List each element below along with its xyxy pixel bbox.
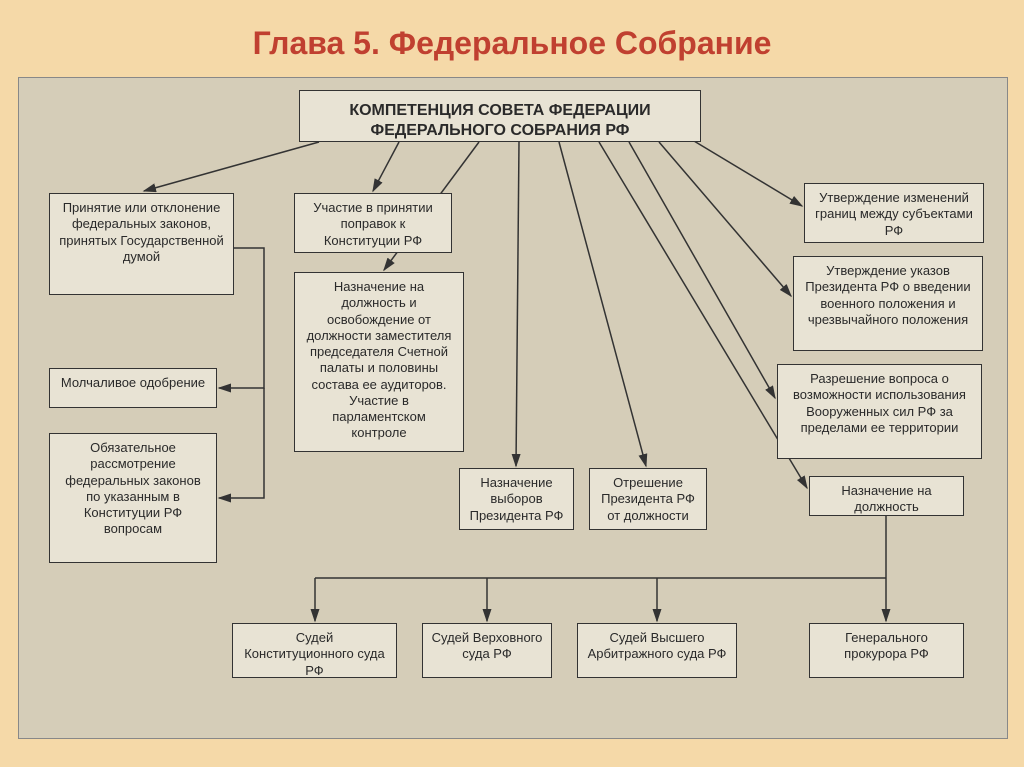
node-root: КОМПЕТЕНЦИЯ СОВЕТА ФЕДЕРАЦИИ ФЕДЕРАЛЬНОГ… <box>299 90 701 142</box>
node-n7: Назначение на должность и освобождение о… <box>294 272 464 452</box>
node-n10: Назначение выборов Президента РФ <box>459 468 574 530</box>
node-n9: Обязательное рассмотрение федеральных за… <box>49 433 217 563</box>
node-n1: Принятие или отклонение федеральных зако… <box>49 193 234 295</box>
node-n15: Генерального прокурора РФ <box>809 623 964 678</box>
org-chart: КОМПЕТЕНЦИЯ СОВЕТА ФЕДЕРАЦИИ ФЕДЕРАЛЬНОГ… <box>18 77 1008 739</box>
node-n2: Участие в принятии поправок к Конституци… <box>294 193 452 253</box>
page-title: Глава 5. Федеральное Собрание <box>0 0 1024 77</box>
node-n12: Судей Конституционного суда РФ <box>232 623 397 678</box>
node-n11: Отрешение Президента РФ от должности <box>589 468 707 530</box>
node-n6: Назначение на должность <box>809 476 964 516</box>
node-n13: Судей Верховного суда РФ <box>422 623 552 678</box>
node-n14: Судей Высшего Арбитражного суда РФ <box>577 623 737 678</box>
node-n8: Молчаливое одобрение <box>49 368 217 408</box>
node-n4: Утверждение указов Президента РФ о вве­д… <box>793 256 983 351</box>
node-n5: Разрешение вопроса о возможности использ… <box>777 364 982 459</box>
node-n3: Утверждение изменений границ между субъе… <box>804 183 984 243</box>
